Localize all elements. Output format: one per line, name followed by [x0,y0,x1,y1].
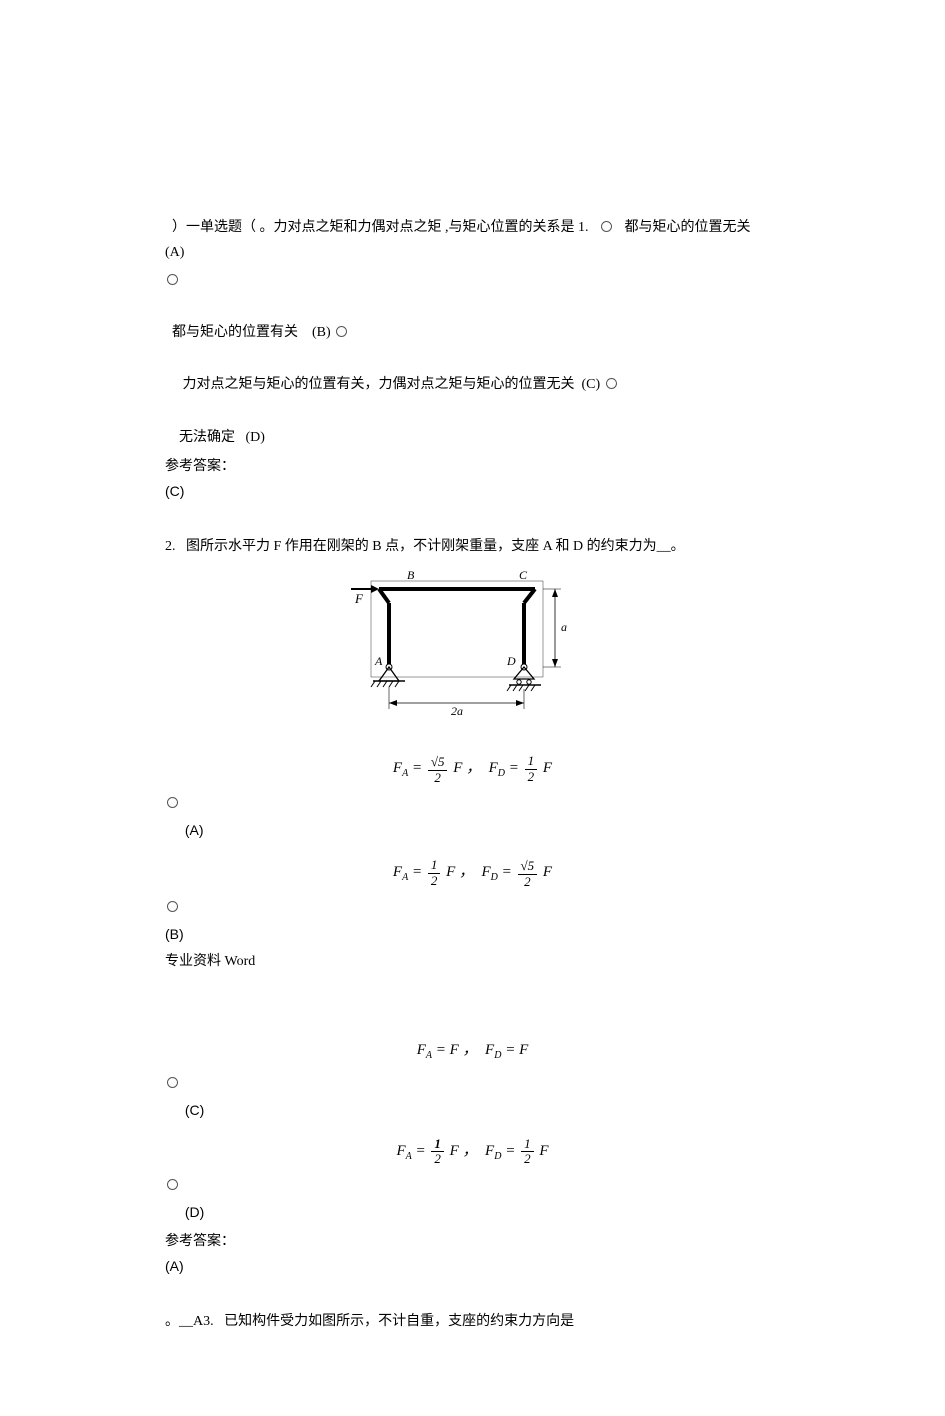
q2-opt-a-radio-row [165,791,780,816]
q2-opt-d-label: (D) [165,1200,780,1225]
svg-text:D: D [506,654,516,668]
q1-line2-radio [165,268,780,293]
radio-icon[interactable] [601,221,612,232]
q2-stem: 2. 图所示水平力 F 作用在刚架的 B 点，不计刚架重量，支座 A 和 D 的… [165,534,780,559]
q1-line1: ）一单选题（ 。力对点之矩和力偶对点之矩 ,与矩心位置的关系是 1. 都与矩心的… [165,190,780,266]
q2-answer-label: 参考答案： [165,1229,780,1254]
footer-tag: 专业资料 Word [165,949,780,974]
radio-icon[interactable] [606,378,617,389]
q1-opt-d: 无法确定 (D) [172,430,265,445]
radio-icon[interactable] [167,1077,178,1088]
svg-text:B: B [407,568,415,582]
q1-answer-label: 参考答案： [165,454,780,479]
svg-text:A: A [374,654,383,668]
svg-text:F: F [354,591,364,606]
q1-opt-c-line: 力对点之矩与矩心的位置有关，力偶对点之矩与矩心的位置无关 (C) [165,347,780,397]
q2-opt-b-radio-row [165,895,780,920]
q2-opt-c-formula: FA = F ， FD = F [165,1037,780,1065]
radio-icon[interactable] [167,797,178,808]
q2-opt-a-formula: FA = √52 F ， FD = 12 F [165,753,780,785]
q1-opt-b-line: 都与矩心的位置有关 (B) [165,295,780,345]
q2-opt-a-label: (A) [165,818,780,843]
q1-answer: (C) [165,479,780,504]
q2-opt-c-label: (C) [165,1098,780,1123]
q2-opt-c-radio-row [165,1071,780,1096]
q2-figure: F B C A D 2a [165,567,780,735]
q2-opt-d-radio-row [165,1173,780,1198]
q2-opt-b-formula: FA = 12 F ， FD = √52 F [165,857,780,889]
radio-icon[interactable] [167,274,178,285]
q1-opt-b: 都与矩心的位置有关 (B) [172,325,334,340]
q1-opt-d-line: 无法确定 (D) [165,400,780,450]
q2-opt-d-formula: FA = 12 F ， FD = 12 F [165,1137,780,1167]
radio-icon[interactable] [167,1179,178,1190]
svg-text:a: a [561,620,567,634]
q2-opt-b-label: (B) [165,922,780,947]
q1-opt-c: 力对点之矩与矩心的位置有关，力偶对点之矩与矩心的位置无关 (C) [172,377,604,392]
radio-icon[interactable] [167,901,178,912]
radio-icon[interactable] [336,326,347,337]
svg-text:C: C [519,568,528,582]
q2-answer: (A) [165,1254,780,1279]
svg-text:2a: 2a [451,704,463,718]
q1-prefix: ）一单选题（ 。力对点之矩和力偶对点之矩 ,与矩心位置的关系是 1. [172,220,599,235]
q3-stem: 。__A3. 已知构件受力如图所示，不计自重，支座的约束力方向是 [165,1309,780,1334]
